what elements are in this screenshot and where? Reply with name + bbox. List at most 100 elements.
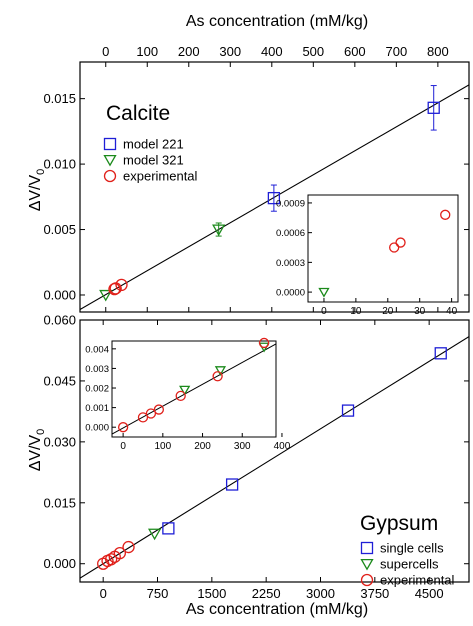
y-tick-label: 0.045 (43, 373, 76, 388)
gypsum-data-marks (97, 347, 447, 570)
inset-point-triangle-down (318, 287, 330, 298)
x-tick-label: 3000 (306, 586, 335, 601)
calcite-data-marks (99, 85, 440, 302)
inset-x-tick-label: 200 (194, 441, 211, 452)
y-tick-label: 0.015 (43, 91, 76, 106)
data-point-circle (113, 547, 126, 560)
inset-point-circle (117, 422, 129, 433)
inset-x-tick-label: 0 (321, 306, 327, 317)
y-tick-label: 0.060 (43, 313, 76, 328)
legend-label: model 221 (123, 137, 184, 152)
inset-point-triangle-down (179, 385, 191, 396)
legend-marker (103, 154, 117, 167)
inset-x-tick-label: 100 (154, 441, 171, 452)
inset-point-circle (145, 408, 157, 419)
gypsum-y-axis-label: ΔV/V0 (27, 429, 47, 472)
inset-x-tick-label: 0 (120, 441, 126, 452)
x-tick-label: 750 (147, 586, 169, 601)
x-tick-label-top: 400 (261, 44, 283, 59)
calcite-fit-line (80, 84, 469, 310)
legend-marker (360, 573, 374, 587)
gypsum-inset: 0 100 200 300 400 0.000 0.001 0.002 0.003 0.004 (85, 337, 291, 452)
inset-y-tick-label: 0.0009 (276, 198, 305, 209)
legend-label: experimental (380, 573, 455, 588)
legend-label: supercells (380, 557, 439, 572)
data-point-circle (104, 553, 118, 566)
inset-point-circle (153, 404, 165, 415)
y-tick-label: 0.015 (43, 495, 76, 510)
inset-point-circle (175, 390, 186, 402)
inset-y-tick-label: 0.002 (85, 384, 109, 395)
inset-y-tick-label: 0.0003 (276, 258, 305, 269)
inset-point-circle (389, 242, 400, 253)
inset-x-tick-label: 40 (446, 306, 458, 317)
plot-frame (79, 319, 470, 583)
legend-marker (103, 169, 117, 183)
inset-y-tick-label: 0.004 (85, 344, 109, 355)
data-point-square (162, 522, 175, 535)
x-tick-label-top: 100 (136, 44, 158, 59)
legend-marker (103, 137, 117, 151)
legend-marker (360, 558, 374, 571)
inset-point-circle (395, 237, 406, 248)
calcite-y-axis-label: ΔV/V0 (27, 169, 47, 212)
gypsum-fit-line (80, 336, 469, 579)
y-tick-label: 0.030 (43, 434, 76, 449)
y-tick-label: 0.005 (43, 222, 76, 237)
data-point-triangle-down (212, 224, 226, 237)
data-point-triangle-down (147, 528, 162, 541)
inset-point-circle (212, 371, 223, 382)
x-tick-label: 3750 (360, 586, 389, 601)
inset-x-tick-label: 30 (414, 306, 426, 317)
data-point-square (225, 478, 239, 491)
data-point-square (434, 347, 447, 360)
fit-line (80, 84, 469, 310)
inset-x-tick-label: 20 (382, 306, 394, 317)
legend-label: single cells (380, 541, 444, 556)
y-tick-label: 0.010 (43, 157, 76, 172)
bottom-x-axis-label: As concentration (mM/kg) (186, 601, 368, 618)
data-point-triangle-down (99, 289, 113, 302)
top-x-axis-label: As concentration (mM/kg) (186, 13, 368, 30)
inset-y-tick-label: 0.0006 (276, 228, 305, 239)
inset-x-tick-label: 300 (234, 441, 251, 452)
plot-frame (79, 61, 470, 313)
inset-point-circle (137, 412, 149, 423)
x-tick-label-top: 200 (178, 44, 200, 59)
inset-point-triangle-down (214, 366, 227, 376)
x-tick-label-top: 300 (219, 44, 241, 59)
inset-x-tick-label: 400 (274, 441, 291, 452)
inset-frame (307, 194, 459, 303)
inset-y-tick-label: 0.001 (85, 403, 109, 414)
x-tick-label: 1500 (197, 586, 226, 601)
x-tick-label-top: 800 (427, 44, 449, 59)
calcite-inset: 0 10 20 30 40 0.0000 0.0003 0.0006 0.0009 (276, 194, 459, 317)
data-point-circle (122, 540, 135, 554)
y-tick-label: 0.000 (43, 287, 76, 302)
inset-y-tick-label: 0.000 (85, 423, 109, 434)
inset-y-tick-label: 0.003 (85, 364, 109, 375)
x-tick-label: 2250 (252, 586, 281, 601)
x-tick-label: 0 (100, 586, 107, 601)
calcite-plot-frame (79, 61, 470, 313)
x-tick-label: 4500 (415, 586, 444, 601)
x-tick-label-top: 700 (385, 44, 407, 59)
calcite-axis-ticks: 0 100 200 300 400 500 600 700 800 0.000 0.005 0.010… (43, 44, 469, 312)
calcite-title: Calcite (106, 102, 170, 125)
legend-label: model 321 (123, 153, 184, 168)
x-tick-label-top: 0 (102, 44, 109, 59)
gypsum-plot-frame (79, 319, 470, 583)
legend-label: experimental (123, 169, 198, 184)
data-point-circle (115, 278, 128, 292)
fit-line (80, 336, 469, 579)
inset-x-tick-label: 10 (350, 306, 362, 317)
data-point-square (267, 191, 281, 205)
gypsum-panel: 0 750 1500 2250 3000 3750 45000.0000.0150.0300… (27, 313, 470, 618)
legend-marker (360, 541, 374, 555)
inset-point-circle (440, 209, 451, 220)
calcite-panel: 0 100 200 300 400 500 600 700 8000.0000.0050.010… (27, 13, 470, 317)
inset-y-tick-label: 0.0000 (276, 288, 305, 299)
